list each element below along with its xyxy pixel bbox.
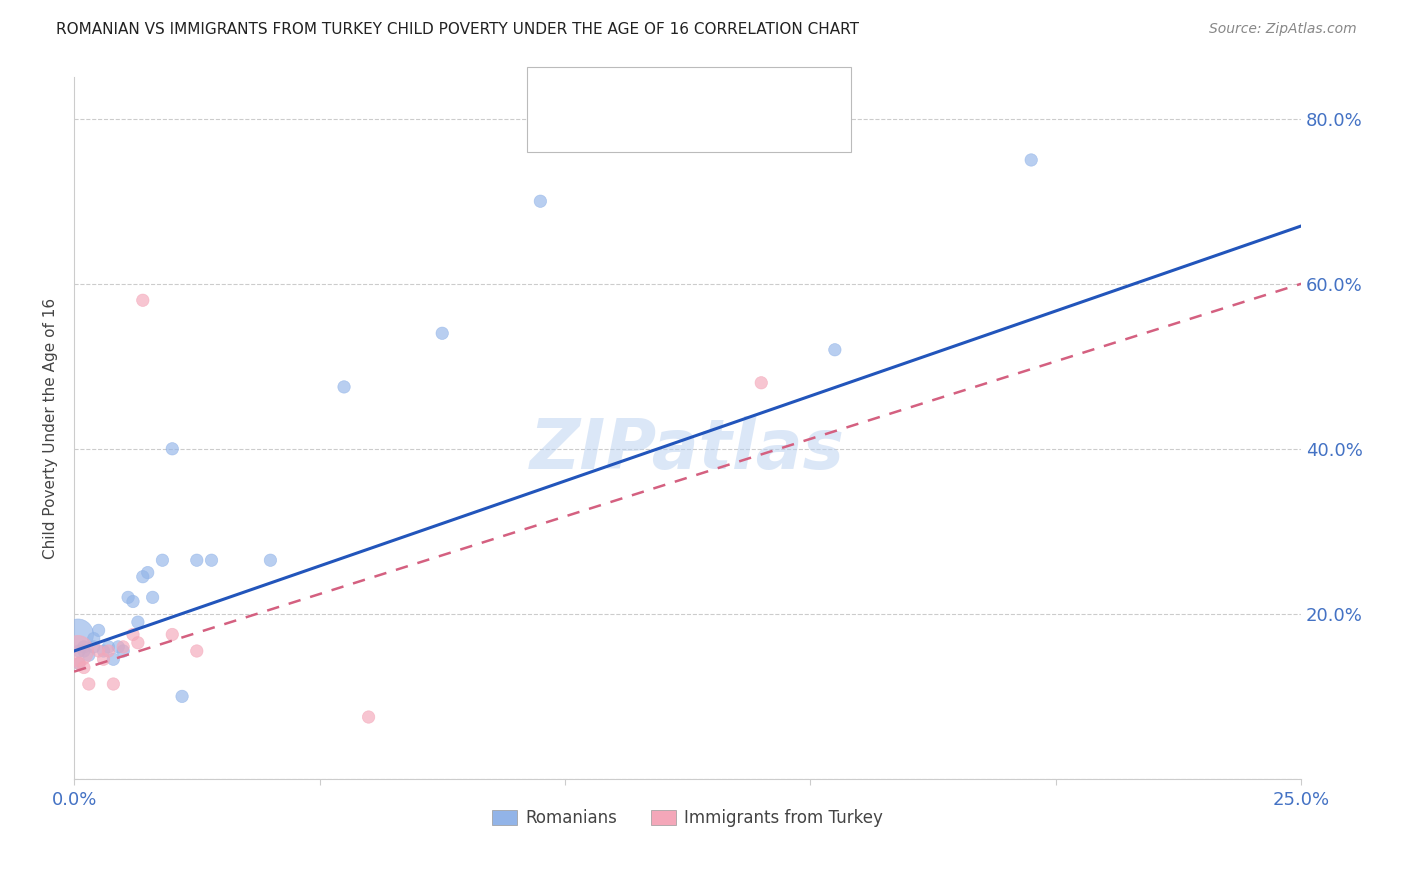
Point	[67, 657, 90, 671]
Point	[136, 566, 159, 580]
Point	[132, 570, 155, 584]
Point	[112, 644, 135, 658]
Point	[107, 640, 129, 654]
Point	[824, 343, 846, 357]
Point	[186, 644, 208, 658]
Point	[73, 640, 96, 654]
Point	[333, 380, 356, 394]
Point	[66, 627, 89, 641]
Point	[152, 553, 174, 567]
Point	[77, 677, 100, 691]
Point	[186, 553, 208, 567]
Point	[87, 624, 110, 638]
Point	[112, 640, 135, 654]
Point	[66, 644, 89, 658]
Point	[67, 657, 90, 671]
Point	[87, 644, 110, 658]
Point	[67, 644, 90, 658]
Point	[749, 376, 772, 390]
Point	[97, 644, 120, 658]
Point	[200, 553, 222, 567]
Point	[103, 677, 125, 691]
Point	[97, 640, 120, 654]
Point	[73, 660, 96, 674]
Text: ROMANIAN VS IMMIGRANTS FROM TURKEY CHILD POVERTY UNDER THE AGE OF 16 CORRELATION: ROMANIAN VS IMMIGRANTS FROM TURKEY CHILD…	[56, 22, 859, 37]
Point	[259, 553, 281, 567]
Point	[132, 293, 155, 308]
Point	[77, 648, 100, 662]
Point	[117, 591, 139, 605]
Point	[1019, 153, 1042, 167]
Point	[83, 632, 105, 646]
Point	[83, 640, 105, 654]
Text: ZIPatlas: ZIPatlas	[530, 416, 845, 483]
Legend: Romanians, Immigrants from Turkey: Romanians, Immigrants from Turkey	[485, 803, 890, 834]
Point	[529, 194, 551, 209]
Point	[162, 627, 184, 641]
Text: R = 0.256   N = 16: R = 0.256 N = 16	[586, 117, 756, 135]
Bar	[547, 78, 574, 105]
Text: Source: ZipAtlas.com: Source: ZipAtlas.com	[1209, 22, 1357, 37]
Point	[73, 644, 96, 658]
Bar	[547, 112, 574, 140]
Point	[127, 636, 149, 650]
Point	[142, 591, 165, 605]
Point	[170, 690, 193, 704]
Point	[127, 615, 149, 629]
Y-axis label: Child Poverty Under the Age of 16: Child Poverty Under the Age of 16	[44, 298, 58, 558]
Point	[432, 326, 454, 341]
Point	[103, 652, 125, 666]
Point	[162, 442, 184, 456]
Text: R = 0.668   N = 31: R = 0.668 N = 31	[586, 83, 756, 101]
Point	[93, 652, 115, 666]
Point	[93, 644, 115, 658]
Point	[122, 627, 145, 641]
Point	[357, 710, 380, 724]
Point	[122, 594, 145, 608]
